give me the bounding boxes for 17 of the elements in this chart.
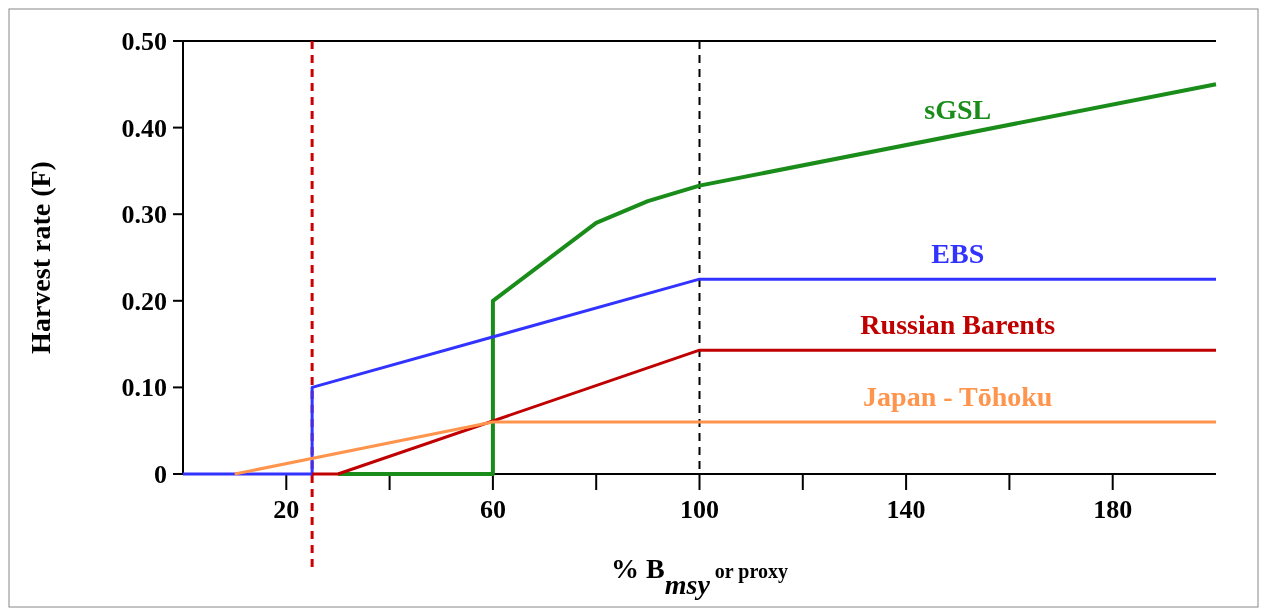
y-tick-label: 0.30 (121, 200, 167, 230)
series-label: EBS (931, 238, 985, 270)
x-tick-label: 180 (1093, 495, 1133, 524)
x-tick-label: 140 (886, 495, 926, 524)
series-label: Japan - Tōhoku (863, 381, 1053, 413)
series-label: Russian Barents (860, 309, 1056, 341)
x-tick-label: 60 (479, 495, 506, 524)
y-tick-label: 0 (154, 460, 167, 489)
y-tick-label: 0.10 (121, 373, 167, 403)
y-tick-label: 0.20 (121, 286, 167, 316)
series-label: sGSL (924, 93, 992, 125)
y-tick-label: 0.40 (121, 113, 167, 143)
x-tick-label: 20 (273, 495, 300, 524)
line-series (335, 82, 1218, 476)
y-tick-label: 0.50 (121, 27, 167, 56)
y-axis-title: Harvest rate (F) (25, 161, 56, 354)
x-tick-label: 100 (680, 495, 719, 524)
